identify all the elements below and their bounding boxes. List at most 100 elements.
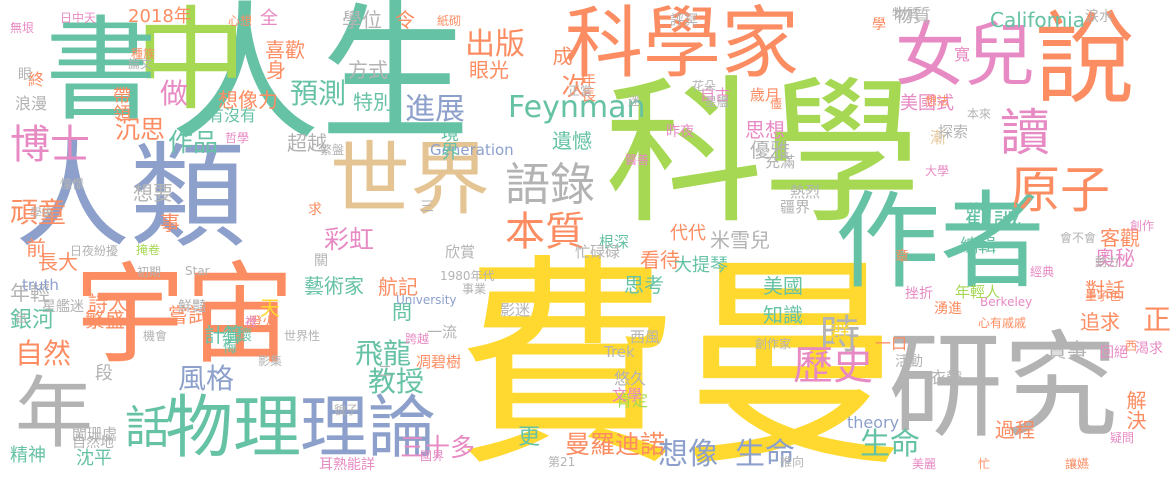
cloud-word: 奧秘 xyxy=(1095,246,1135,270)
cloud-word: 燈火 xyxy=(248,315,276,331)
cloud-word: 第21 xyxy=(548,455,576,469)
cloud-word: 花朵 xyxy=(692,79,717,93)
cloud-word: 涙水 xyxy=(1085,9,1113,25)
cloud-word: 想像力 xyxy=(218,88,278,112)
cloud-word: 一流 xyxy=(427,323,458,341)
cloud-word: 僵 xyxy=(770,97,783,111)
cloud-word: 飛龍 xyxy=(355,337,412,370)
cloud-word: 悔 xyxy=(221,340,237,354)
cloud-word: 年 xyxy=(15,369,94,459)
cloud-word: 星艦 xyxy=(705,95,730,109)
cloud-word: 出 xyxy=(15,311,28,325)
cloud-word: 經典 xyxy=(1030,265,1055,279)
cloud-word: 特別 xyxy=(353,90,393,114)
cloud-word: 博士 xyxy=(10,122,90,168)
cloud-word: 人類 xyxy=(15,130,246,264)
cloud-word: 原子 xyxy=(1010,161,1110,219)
cloud-word: 解決 xyxy=(1123,390,1147,430)
cloud-word: 迷 xyxy=(628,94,641,108)
cloud-word: 紙砌 xyxy=(437,14,462,28)
cloud-word: 忙碌碌 xyxy=(575,243,621,261)
cloud-word: 正 xyxy=(1143,303,1172,336)
cloud-word: 超越 xyxy=(287,131,327,155)
cloud-word: Star xyxy=(185,264,210,278)
cloud-word: 身 xyxy=(266,58,286,82)
cloud-word: 根深 xyxy=(599,233,630,251)
cloud-word: 歷史 xyxy=(793,343,873,389)
cloud-word: 肯定 xyxy=(616,391,649,410)
cloud-word: 探索 xyxy=(938,123,969,141)
cloud-word: 一口 xyxy=(875,334,908,353)
cloud-word: 動力 xyxy=(1095,255,1120,269)
cloud-word: 充滿 xyxy=(765,153,796,171)
cloud-word: 寬 xyxy=(951,46,970,62)
cloud-word: 事 xyxy=(160,211,180,235)
cloud-word: 挫折 xyxy=(905,286,933,302)
cloud-word: 闌珊處 xyxy=(72,425,118,443)
cloud-word: 群 xyxy=(830,321,850,345)
cloud-word: 優雅 xyxy=(750,138,790,162)
cloud-word: 過程 xyxy=(995,418,1035,442)
cloud-word: 眼 xyxy=(18,67,32,83)
cloud-word: 缅懷 xyxy=(222,326,253,344)
cloud-word: 心想 xyxy=(228,14,253,28)
cloud-word: 疑問 xyxy=(1110,431,1135,445)
cloud-word: 國界 xyxy=(420,449,445,463)
cloud-word: 創作家 xyxy=(755,337,792,351)
cloud-word: 客觀 xyxy=(1100,226,1140,250)
cloud-word: 三 xyxy=(420,199,434,215)
cloud-word: 科學 xyxy=(605,62,921,246)
cloud-word: Generation xyxy=(430,141,514,159)
cloud-word: 讀 xyxy=(1000,104,1050,162)
cloud-word: 1980年代 xyxy=(440,269,495,283)
cloud-word: 哲學 xyxy=(225,131,250,145)
cloud-word: 章 xyxy=(895,249,909,265)
cloud-word: 正當 xyxy=(568,84,593,98)
cloud-word: 作者 xyxy=(835,181,1046,303)
cloud-word: University xyxy=(396,293,457,307)
cloud-word: 頑童 xyxy=(10,196,67,229)
cloud-word: 出版 xyxy=(465,27,525,62)
cloud-word: 忙 xyxy=(978,457,991,471)
cloud-word: 機會 xyxy=(143,329,168,343)
cloud-word: 衣帶 xyxy=(930,368,963,387)
cloud-word: Feynman xyxy=(508,90,646,125)
cloud-word: 沉思 xyxy=(115,115,166,144)
cloud-word: 自然地 xyxy=(72,435,114,451)
cloud-word: 掩卷 xyxy=(136,243,161,257)
cloud-word: 宇宙 xyxy=(75,251,295,379)
cloud-word: 編輯 xyxy=(960,236,996,257)
cloud-word: 長大 xyxy=(38,250,78,274)
cloud-word: 欣賞 xyxy=(445,243,476,261)
cloud-word: 物理 xyxy=(165,389,302,468)
cloud-word: 實事 xyxy=(1047,338,1087,362)
cloud-word: 嘗試 xyxy=(168,303,208,327)
cloud-word: 憧憬 xyxy=(60,177,85,191)
cloud-word: 追求 xyxy=(1080,310,1120,334)
cloud-word: 終 xyxy=(28,70,45,89)
cloud-word: 航記 xyxy=(378,275,418,299)
cloud-word: 沈平 xyxy=(76,448,112,469)
cloud-word: 思想 xyxy=(745,118,785,142)
cloud-word: 繁盛 xyxy=(85,308,125,332)
cloud-word: 理論 xyxy=(300,389,437,468)
cloud-word: 會不會 xyxy=(1060,231,1097,245)
cloud-word: 學術 xyxy=(30,206,55,220)
cloud-word: 創作 xyxy=(1130,219,1155,233)
cloud-word: 西風 xyxy=(630,328,661,346)
cloud-word: 世界性 xyxy=(284,329,321,343)
cloud-word: 裡 xyxy=(245,315,258,329)
cloud-word: 風格 xyxy=(178,362,235,395)
cloud-word: 星艦迷 xyxy=(42,299,84,315)
cloud-word: 讓嬿 xyxy=(1065,457,1090,471)
cloud-word: 美國式 xyxy=(900,93,954,114)
cloud-word: 凋碧樹 xyxy=(416,353,462,371)
cloud-word: 前 xyxy=(26,236,46,260)
cloud-word: 做 xyxy=(160,77,189,110)
cloud-word: 無垠 xyxy=(10,21,35,35)
cloud-word: 評冥 xyxy=(670,13,698,29)
cloud-word: 日中天 xyxy=(60,11,97,25)
cloud-word: 詩人 xyxy=(88,291,128,315)
cloud-word: 天 xyxy=(260,296,280,320)
